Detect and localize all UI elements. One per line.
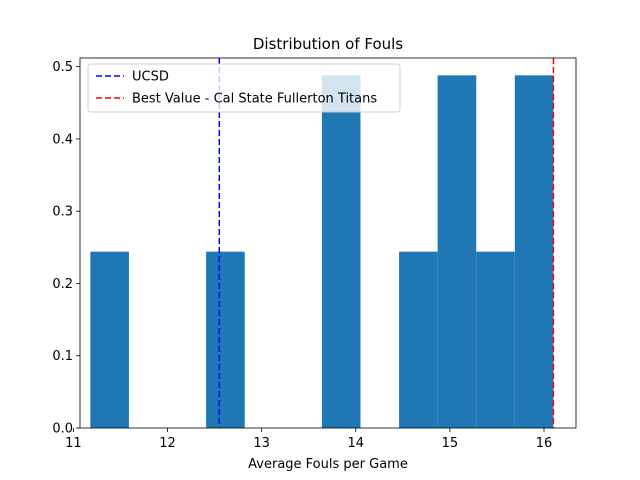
legend-label-1: Best Value - Cal State Fullerton Titans bbox=[132, 92, 377, 107]
x-tick-label-2: 13 bbox=[253, 436, 270, 451]
x-axis-label: Average Fouls per Game bbox=[248, 457, 408, 472]
x-tick-label-3: 14 bbox=[347, 436, 364, 451]
plot-frame bbox=[79, 57, 577, 429]
y-tick-label-1: 0.1 bbox=[52, 349, 73, 364]
axes-frame bbox=[79, 57, 577, 429]
histogram-bar-11 bbox=[514, 75, 554, 428]
histogram-bar-6 bbox=[321, 75, 361, 428]
x-tick-label-0: 11 bbox=[65, 436, 82, 451]
y-tick-label-0: 0.0 bbox=[52, 422, 73, 437]
y-tick-label-5: 0.5 bbox=[52, 60, 73, 75]
x-tick-label-1: 12 bbox=[159, 436, 176, 451]
y-tick-label-3: 0.3 bbox=[52, 205, 73, 220]
y-tick-label-4: 0.4 bbox=[52, 132, 73, 147]
histogram-bar-9 bbox=[437, 75, 477, 428]
bars-layer bbox=[90, 75, 554, 428]
x-tick-label-5: 16 bbox=[536, 436, 553, 451]
legend: UCSD Best Value - Cal State Fullerton Tit… bbox=[87, 63, 401, 113]
y-axis-ticks: 0.0 0.1 0.2 0.3 0.4 0.5 bbox=[52, 60, 80, 437]
histogram-bar-8 bbox=[399, 251, 438, 428]
reference-lines-layer bbox=[218, 58, 555, 428]
chart-title: Distribution of Fouls bbox=[253, 35, 403, 53]
legend-box bbox=[87, 63, 401, 113]
histogram-bar-3 bbox=[206, 251, 245, 428]
histogram-bar-10 bbox=[476, 251, 515, 428]
x-axis-ticks: 11 12 13 14 15 16 bbox=[65, 428, 552, 451]
x-tick-label-4: 15 bbox=[442, 436, 459, 451]
y-tick-label-2: 0.2 bbox=[52, 277, 73, 292]
legend-label-0: UCSD bbox=[132, 70, 169, 85]
histogram-bar-0 bbox=[90, 251, 129, 428]
